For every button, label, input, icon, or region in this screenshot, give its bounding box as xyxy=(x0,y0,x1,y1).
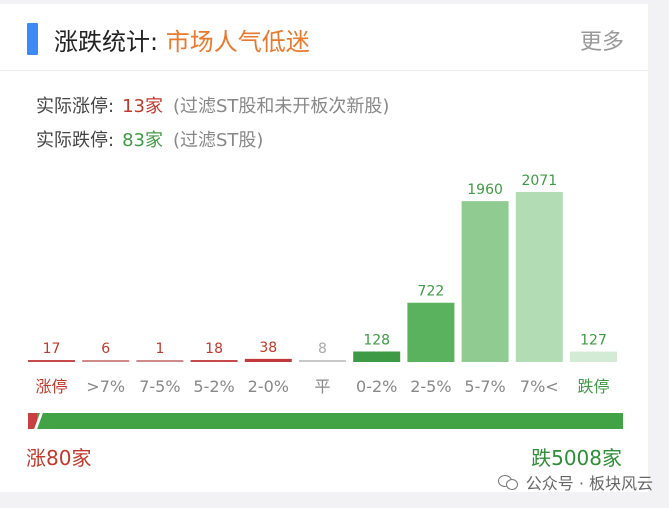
bar-value-label: 38 xyxy=(259,340,277,356)
limit-down-note: (过滤ST股) xyxy=(172,130,264,151)
stats-card: 涨跌统计: 市场人气低迷 更多 实际涨停: 13家 (过滤ST股和未开板次新股) 实… xyxy=(0,4,648,492)
header-accent-bar xyxy=(27,23,38,55)
bar-value-label: 722 xyxy=(418,284,445,300)
bar-0 xyxy=(28,360,75,362)
up-down-ratio-bar xyxy=(28,413,623,429)
bar-value-label: 6 xyxy=(101,341,110,357)
bar-value-label: 18 xyxy=(205,341,223,357)
bar-7 xyxy=(407,302,455,362)
limit-up-count: 13家 xyxy=(122,96,163,117)
title-main: 涨跌统计: xyxy=(54,28,159,56)
down-total: 跌5008家 xyxy=(531,446,622,470)
limit-up-label: 实际涨停: xyxy=(36,96,115,117)
category-label: 7-5% xyxy=(139,377,180,396)
category-label: 跌停 xyxy=(577,377,609,396)
category-label: 2-0% xyxy=(248,377,289,396)
bar-6 xyxy=(353,351,401,362)
bar-value-label: 127 xyxy=(580,333,607,349)
bar-value-label: 1960 xyxy=(467,182,503,198)
more-link[interactable]: 更多 xyxy=(579,30,624,55)
card-header: 涨跌统计: 市场人气低迷 更多 xyxy=(0,4,648,71)
limit-up-note: (过滤ST股和未开板次新股) xyxy=(172,96,390,117)
bar-10 xyxy=(570,351,617,362)
bar-2 xyxy=(136,360,184,362)
bar-value-label: 128 xyxy=(363,332,390,348)
category-label: 0-2% xyxy=(356,377,397,396)
bar-5 xyxy=(299,360,346,362)
category-label: 5-7% xyxy=(464,377,505,396)
limit-up-line: 实际涨停: 13家 (过滤ST股和未开板次新股) xyxy=(36,92,389,118)
bar-4 xyxy=(244,358,292,362)
watermark: 公众号 · 板块风云 xyxy=(497,470,653,494)
limit-down-label: 实际跌停: xyxy=(36,130,115,151)
up-total: 涨80家 xyxy=(26,446,92,470)
bar-value-label: 1 xyxy=(155,341,164,357)
up-ratio-fill xyxy=(28,413,38,429)
bar-value-label: 8 xyxy=(318,341,327,357)
category-label: 平 xyxy=(314,377,330,396)
category-label: 7%< xyxy=(520,377,559,396)
category-label: >7% xyxy=(86,377,125,396)
bar-3 xyxy=(190,360,238,362)
distribution-chart: 17 涨停 6 >7% 1 7-5% 18 5-2% 38 2-0% 8 平 128 0-2% 722 2-5… xyxy=(28,173,617,396)
limit-down-count: 83家 xyxy=(122,130,163,151)
limit-down-line: 实际跌停: 83家 (过滤ST股) xyxy=(36,126,263,152)
bar-9 xyxy=(515,192,563,362)
category-label: 5-2% xyxy=(193,377,234,396)
bar-8 xyxy=(461,201,509,362)
bar-value-label: 17 xyxy=(43,341,61,357)
title-sentiment: 市场人气低迷 xyxy=(165,28,310,56)
card-title: 涨跌统计: 市场人气低迷 xyxy=(54,22,310,57)
bar-value-label: 2071 xyxy=(521,173,557,189)
category-label: 涨停 xyxy=(35,377,67,396)
bar-1 xyxy=(82,360,130,362)
watermark-text: 公众号 · 板块风云 xyxy=(525,474,653,493)
category-label: 2-5% xyxy=(410,377,451,396)
wechat-icon xyxy=(497,474,520,490)
